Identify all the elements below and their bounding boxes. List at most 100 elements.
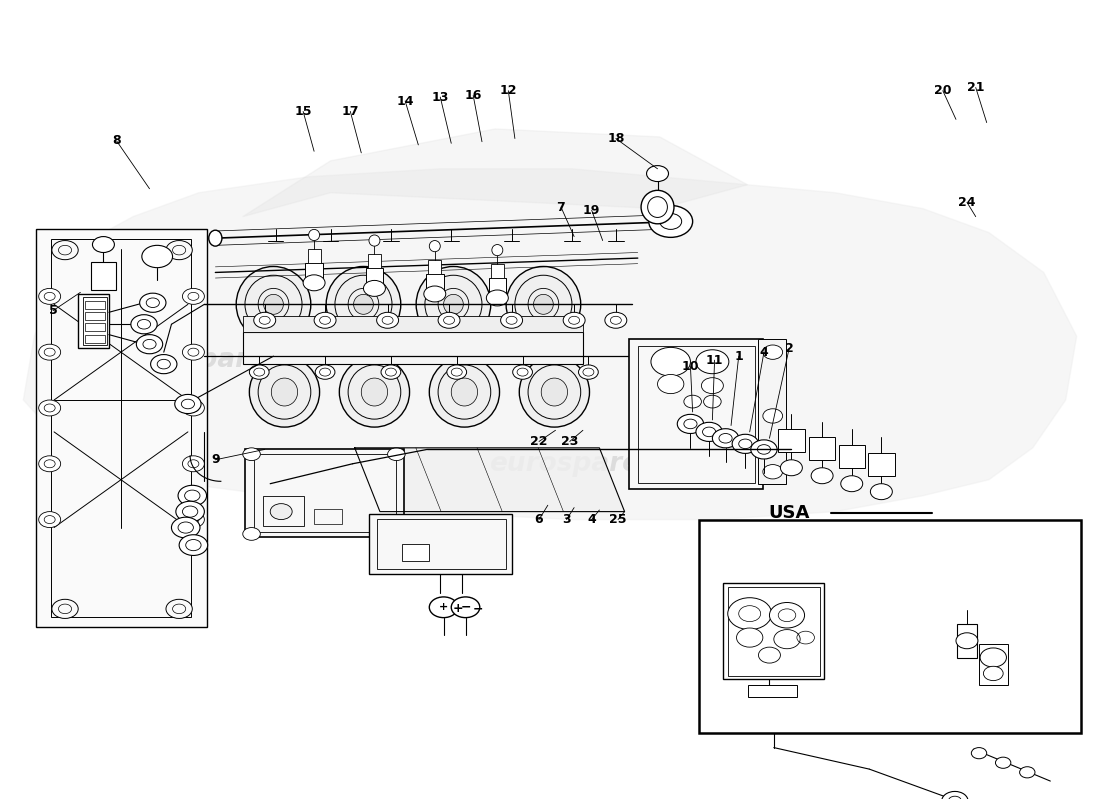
Bar [91,262,116,290]
Circle shape [92,237,114,253]
Bar [82,297,107,345]
Circle shape [39,344,60,360]
Bar [243,316,583,332]
Text: 1: 1 [735,350,744,362]
Text: 24: 24 [958,196,976,209]
Bar [263,496,305,526]
Circle shape [605,312,627,328]
Circle shape [183,400,205,416]
Polygon shape [354,448,625,512]
Bar [808,438,835,460]
Circle shape [579,365,598,379]
Bar [759,338,785,484]
Circle shape [131,314,157,334]
Circle shape [971,747,987,758]
Circle shape [763,345,782,359]
Text: 6: 6 [535,513,543,526]
Ellipse shape [429,241,440,252]
Circle shape [142,246,173,268]
Text: 15: 15 [295,105,312,118]
Circle shape [39,400,60,416]
Bar [979,644,1008,686]
Bar [728,586,820,676]
Bar [629,339,763,490]
Circle shape [52,599,78,618]
Circle shape [250,365,270,379]
Text: 17: 17 [342,105,359,118]
Bar [254,454,396,531]
Circle shape [773,630,800,649]
Bar [315,510,341,523]
Circle shape [486,290,508,306]
Circle shape [447,365,466,379]
Bar [78,294,109,348]
Text: −: − [472,602,483,615]
Text: eurospares: eurospares [488,450,656,477]
Circle shape [304,275,326,290]
Circle shape [763,409,782,423]
Bar [868,454,894,476]
Text: 19: 19 [583,204,601,217]
Circle shape [387,448,405,461]
Ellipse shape [250,357,320,427]
Ellipse shape [368,235,379,246]
Circle shape [649,206,693,238]
Text: 3: 3 [562,513,571,526]
Bar [367,254,381,269]
Circle shape [769,602,804,628]
Circle shape [840,476,862,492]
Ellipse shape [429,357,499,427]
Circle shape [271,504,293,519]
Circle shape [136,334,163,354]
Circle shape [996,757,1011,768]
Circle shape [870,484,892,500]
Text: −: − [460,601,471,614]
Bar [308,249,321,263]
Text: 2: 2 [784,342,793,354]
Ellipse shape [534,294,553,314]
Bar [368,514,512,574]
Circle shape [737,628,763,647]
Text: 7: 7 [557,201,565,214]
Circle shape [424,286,446,302]
Bar [36,229,207,627]
Bar [376,518,506,569]
Circle shape [983,666,1003,681]
Circle shape [151,354,177,374]
Text: 22: 22 [530,435,548,448]
Circle shape [39,288,60,304]
Circle shape [166,241,192,260]
Ellipse shape [327,266,400,342]
Text: +: + [439,602,448,612]
Ellipse shape [416,266,491,342]
Bar [51,239,191,617]
Circle shape [696,422,723,442]
Ellipse shape [641,190,674,224]
Circle shape [647,166,669,182]
Circle shape [183,512,205,527]
Circle shape [376,312,398,328]
Ellipse shape [361,378,387,406]
Circle shape [183,288,205,304]
Text: 10: 10 [682,360,700,373]
Text: 11: 11 [706,354,724,366]
Circle shape [1020,766,1035,778]
Circle shape [315,312,336,328]
Ellipse shape [519,357,590,427]
Circle shape [684,395,702,408]
Text: 9: 9 [211,454,220,466]
Circle shape [451,597,480,618]
Text: 16: 16 [464,89,482,102]
Polygon shape [23,169,1077,519]
Ellipse shape [443,294,463,314]
Circle shape [243,448,261,461]
Circle shape [176,502,205,522]
Bar [724,583,824,679]
Bar [85,334,104,342]
Bar [838,446,865,468]
Circle shape [254,312,276,328]
Text: eurospares: eurospares [742,590,883,610]
Circle shape [704,395,722,408]
Circle shape [166,599,192,618]
Text: 4: 4 [587,513,596,526]
